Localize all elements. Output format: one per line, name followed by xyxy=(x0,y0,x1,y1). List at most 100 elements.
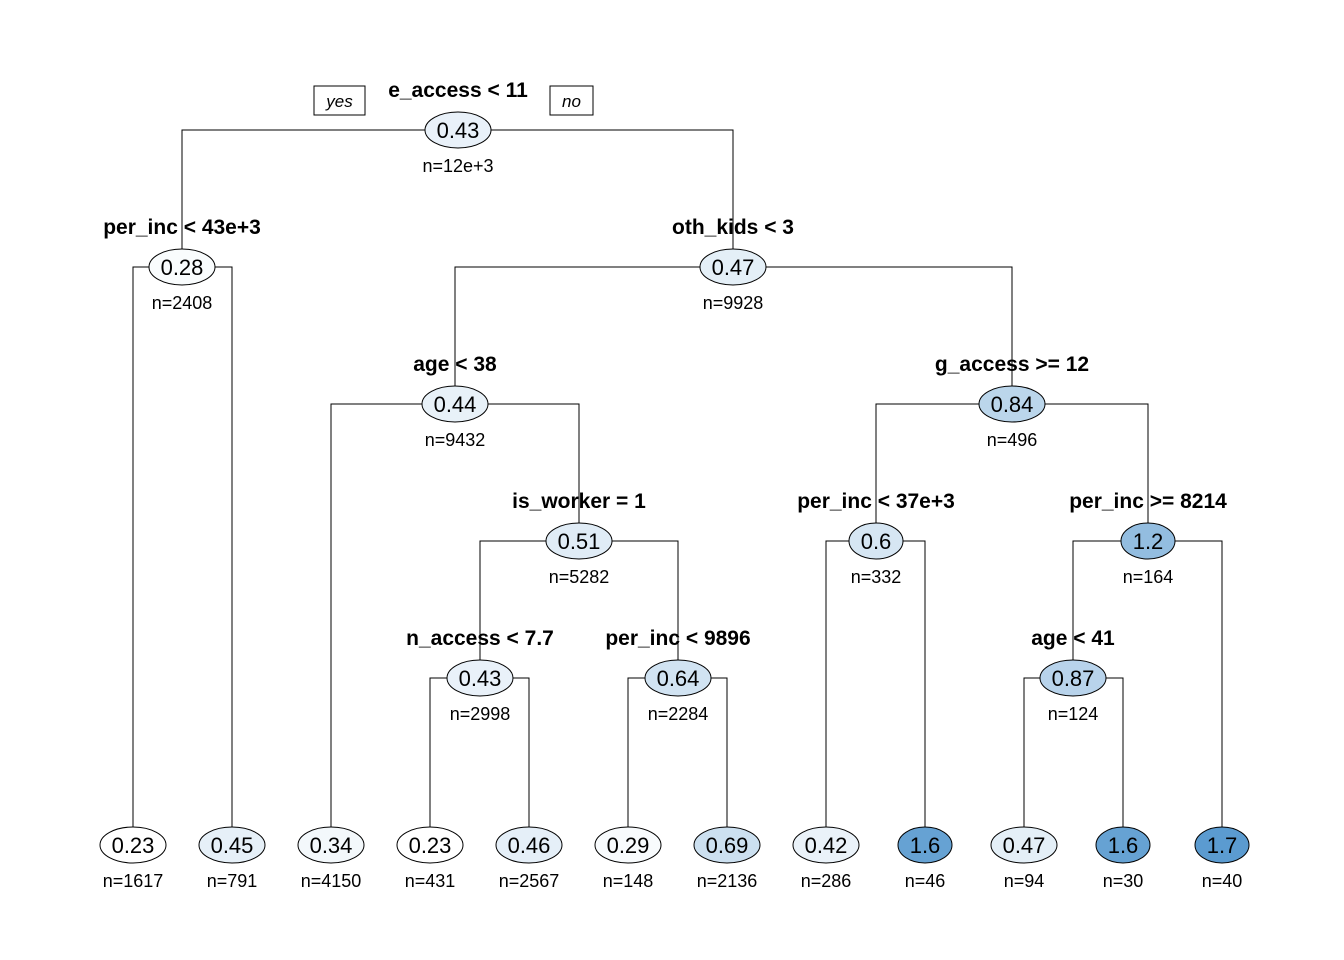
split-node-30: age < 41 0.87 n=124 xyxy=(1031,627,1115,724)
node-oval xyxy=(421,385,489,423)
node-count: n=94 xyxy=(1004,871,1045,891)
node-value: 0.47 xyxy=(712,255,755,280)
node-oval xyxy=(297,826,365,864)
split-node-15: per_inc >= 8214 1.2 n=164 xyxy=(1069,490,1227,587)
split-node-14: per_inc < 37e+3 0.6 n=332 xyxy=(797,490,955,587)
leaf-node-11: 1.6 n=30 xyxy=(1095,826,1151,891)
leaf-node-3: 0.34 n=4150 xyxy=(297,826,365,891)
edge-node-2 xyxy=(132,266,233,845)
node-count: n=9432 xyxy=(425,430,486,450)
node-count: n=1617 xyxy=(103,871,164,891)
node-count: n=4150 xyxy=(301,871,362,891)
node-value: 0.64 xyxy=(657,666,700,691)
node-oval xyxy=(1120,522,1176,560)
node-value: 0.87 xyxy=(1052,666,1095,691)
node-value: 0.45 xyxy=(211,833,254,858)
split-node-2: per_inc < 43e+3 0.28 n=2408 xyxy=(103,216,261,313)
node-value: 1.2 xyxy=(1133,529,1164,554)
split-node-27: per_inc < 9896 0.64 n=2284 xyxy=(605,627,750,724)
node-count: n=46 xyxy=(905,871,946,891)
split-label: age < 41 xyxy=(1031,627,1115,650)
leaf-node-9: 1.6 n=46 xyxy=(897,826,953,891)
no-label: no xyxy=(562,92,581,111)
split-label: per_inc < 9896 xyxy=(605,627,750,650)
node-count: n=332 xyxy=(851,567,902,587)
node-oval xyxy=(545,522,613,560)
node-count: n=148 xyxy=(603,871,654,891)
node-count: n=164 xyxy=(1123,567,1174,587)
node-count: n=30 xyxy=(1103,871,1144,891)
node-value: 0.43 xyxy=(459,666,502,691)
node-oval xyxy=(99,826,167,864)
split-label: age < 38 xyxy=(413,353,497,376)
node-value: 0.47 xyxy=(1003,833,1046,858)
leaf-node-7: 0.69 n=2136 xyxy=(693,826,761,891)
edge-node-1 xyxy=(181,129,734,267)
leaf-node-12: 1.7 n=40 xyxy=(1194,826,1250,891)
node-oval xyxy=(1194,826,1250,864)
node-count: n=2136 xyxy=(697,871,758,891)
node-value: 0.43 xyxy=(437,118,480,143)
node-value: 0.23 xyxy=(112,833,155,858)
node-value: 0.51 xyxy=(558,529,601,554)
leaf-node-6: 0.29 n=148 xyxy=(594,826,662,891)
node-oval xyxy=(978,385,1046,423)
split-label: per_inc < 43e+3 xyxy=(103,216,261,239)
node-count: n=2567 xyxy=(499,871,560,891)
node-count: n=5282 xyxy=(549,567,610,587)
yes-label-box xyxy=(313,85,366,116)
node-oval xyxy=(446,659,514,697)
node-count: n=40 xyxy=(1202,871,1243,891)
node-value: 1.7 xyxy=(1207,833,1238,858)
node-oval xyxy=(148,248,216,286)
node-oval xyxy=(424,111,492,149)
node-count: n=9928 xyxy=(703,293,764,313)
node-oval xyxy=(897,826,953,864)
node-value: 0.84 xyxy=(991,392,1034,417)
edge-node-6 xyxy=(330,403,580,845)
split-node-13: is_worker = 1 0.51 n=5282 xyxy=(512,490,646,587)
split-label: per_inc >= 8214 xyxy=(1069,490,1227,513)
leaf-node-5: 0.46 n=2567 xyxy=(495,826,563,891)
node-count: n=2998 xyxy=(450,704,511,724)
node-oval xyxy=(198,826,266,864)
node-value: 1.6 xyxy=(1108,833,1139,858)
node-value: 0.34 xyxy=(310,833,353,858)
node-oval xyxy=(594,826,662,864)
split-node-6: age < 38 0.44 n=9432 xyxy=(413,353,497,450)
split-label: oth_kids < 3 xyxy=(672,216,794,239)
node-value: 0.46 xyxy=(508,833,551,858)
node-count: n=124 xyxy=(1048,704,1099,724)
split-node-7: g_access >= 12 0.84 n=496 xyxy=(935,353,1089,450)
node-oval xyxy=(693,826,761,864)
node-oval xyxy=(1039,659,1107,697)
node-value: 0.23 xyxy=(409,833,452,858)
node-value: 0.42 xyxy=(805,833,848,858)
node-count: n=791 xyxy=(207,871,258,891)
node-oval xyxy=(396,826,464,864)
node-count: n=12e+3 xyxy=(422,156,493,176)
leaf-node-10: 0.47 n=94 xyxy=(990,826,1058,891)
tree-nodes: e_access < 11 0.43 n=12e+3 per_inc < 43e+3 0… xyxy=(99,79,1250,891)
node-value: 0.44 xyxy=(434,392,477,417)
split-node-1: e_access < 11 0.43 n=12e+3 xyxy=(388,79,528,176)
split-label: g_access >= 12 xyxy=(935,353,1089,376)
node-value: 1.6 xyxy=(910,833,941,858)
node-oval xyxy=(1095,826,1151,864)
edge-node-7 xyxy=(875,403,1149,541)
node-oval xyxy=(644,659,712,697)
split-label: per_inc < 37e+3 xyxy=(797,490,955,513)
node-count: n=2408 xyxy=(152,293,213,313)
leaf-node-2: 0.45 n=791 xyxy=(198,826,266,891)
no-label-box xyxy=(549,85,594,116)
split-node-26: n_access < 7.7 0.43 n=2998 xyxy=(406,627,554,724)
node-value: 0.6 xyxy=(861,529,892,554)
node-count: n=431 xyxy=(405,871,456,891)
split-label: e_access < 11 xyxy=(388,79,528,102)
node-value: 0.69 xyxy=(706,833,749,858)
leaf-node-1: 0.23 n=1617 xyxy=(99,826,167,891)
split-label: n_access < 7.7 xyxy=(406,627,554,650)
leaf-node-8: 0.42 n=286 xyxy=(792,826,860,891)
node-oval xyxy=(848,522,904,560)
